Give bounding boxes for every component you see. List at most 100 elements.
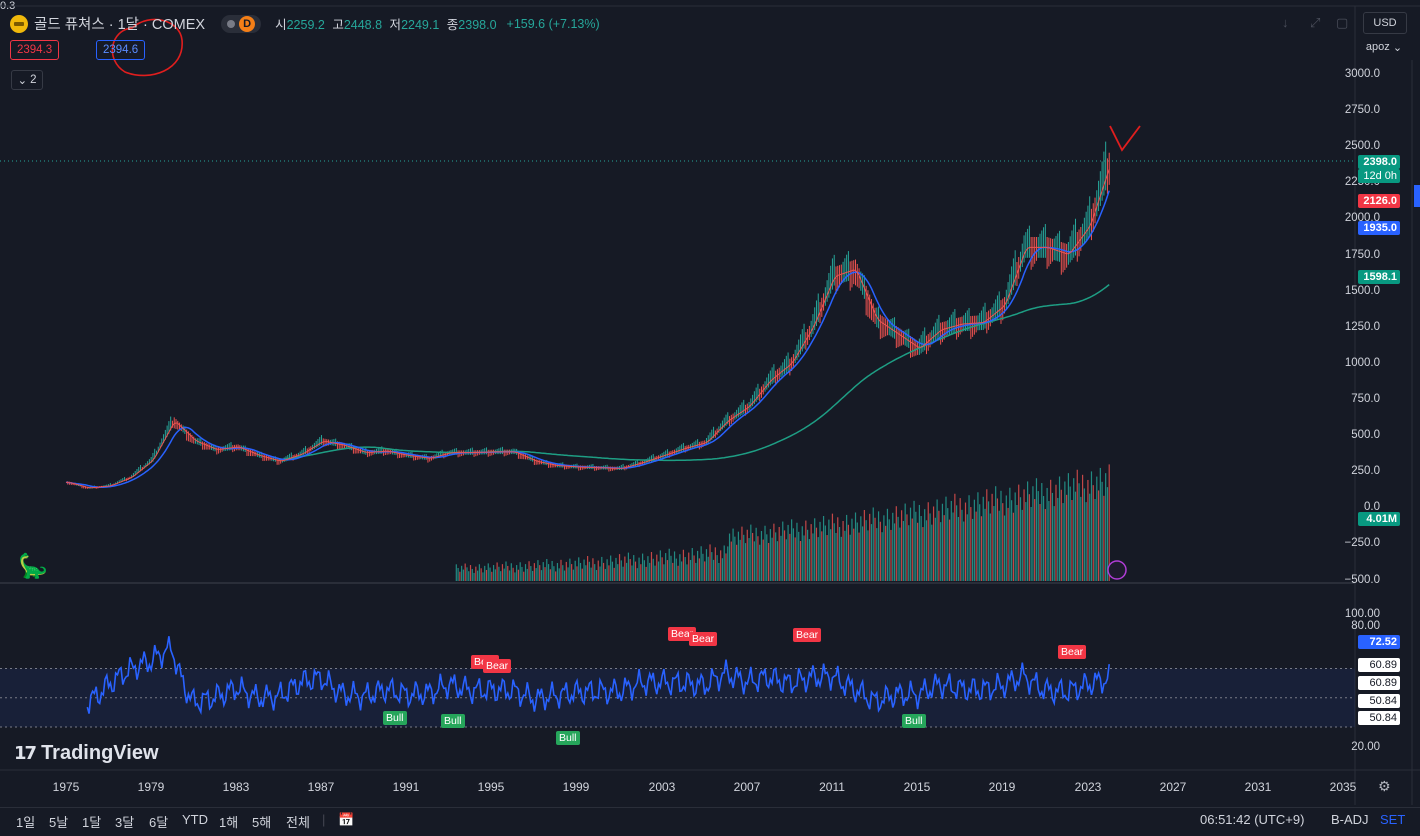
- tradingview-logo[interactable]: 𝟭𝟳 TradingView: [14, 742, 159, 765]
- volume-bar: [785, 539, 787, 581]
- volume-bar: [780, 535, 782, 581]
- volume-bar: [877, 511, 880, 581]
- rsi-level-tag: 60.89: [1358, 658, 1400, 672]
- volume-bar: [1034, 499, 1036, 581]
- volume-bar: [503, 568, 505, 581]
- volume-bar: [462, 569, 465, 581]
- volume-bar: [991, 493, 993, 581]
- settlement-toggle[interactable]: SET: [1380, 812, 1406, 827]
- fullscreen-icon[interactable]: ⤢: [1310, 15, 1321, 30]
- volume-bar: [711, 552, 713, 581]
- arrow-down-icon[interactable]: ↓: [1282, 15, 1289, 30]
- symbol-title[interactable]: 골드 퓨쳐스 · 1달 · COMEX: [34, 17, 206, 33]
- volume-bar: [654, 565, 656, 581]
- volume-bar: [562, 565, 564, 581]
- bull-pattern-label[interactable]: Bull: [902, 714, 926, 728]
- volume-bar: [893, 523, 896, 581]
- tradingview-mark-icon: 𝟭𝟳: [14, 743, 37, 763]
- bid-price-button[interactable]: 2394.3: [10, 40, 60, 60]
- volume-bar: [673, 551, 676, 581]
- volume-bar: [615, 557, 617, 581]
- volume-bar: [675, 558, 677, 581]
- volume-bar: [1080, 496, 1082, 581]
- volume-bar: [787, 524, 789, 581]
- volume-bar: [938, 510, 940, 581]
- adjustment-toggle[interactable]: B-ADJ: [1331, 812, 1369, 827]
- dinosaur-replay-icon[interactable]: 🦕: [18, 553, 48, 580]
- volume-bar: [760, 531, 763, 581]
- volume-bar: [691, 548, 693, 581]
- volume-bar: [709, 544, 711, 581]
- bull-pattern-label[interactable]: Bull: [383, 711, 407, 725]
- volume-bar: [537, 560, 539, 581]
- volume-bar: [599, 566, 601, 581]
- volume-bar: [956, 505, 958, 581]
- bull-pattern-label[interactable]: Bull: [556, 731, 580, 745]
- range-button-ytd[interactable]: YTD: [182, 812, 208, 827]
- volume-bar: [867, 530, 869, 581]
- chevron-down-icon: ⌄: [17, 75, 28, 87]
- volume-bar: [1035, 478, 1038, 581]
- bear-pattern-label[interactable]: Bear: [483, 659, 512, 673]
- volume-bar: [602, 562, 605, 581]
- ohlc-high-label: 고: [332, 18, 344, 32]
- bear-pattern-label[interactable]: Bear: [793, 628, 822, 642]
- volume-bar: [517, 569, 520, 581]
- range-button-all[interactable]: 전체: [286, 815, 310, 830]
- ohlc-low-value: 2249.1: [401, 18, 440, 32]
- volume-bar: [604, 568, 606, 581]
- volume-bar: [592, 558, 594, 581]
- volume-bar: [1055, 484, 1057, 581]
- market-status-pill[interactable]: D: [221, 14, 262, 33]
- volume-bar: [764, 525, 766, 581]
- time-axis-label: 1975: [52, 780, 80, 794]
- volume-bar: [879, 521, 881, 581]
- rsi-current-tag: 72.52: [1358, 635, 1400, 649]
- volume-bar: [459, 571, 461, 581]
- volume-bar: [741, 526, 743, 581]
- currency-select[interactable]: USD: [1363, 12, 1407, 34]
- volume-bar: [700, 546, 702, 581]
- clock-timezone[interactable]: 06:51:42 (UTC+9): [1200, 812, 1305, 827]
- volume-bar: [968, 495, 970, 581]
- volume-bar: [1046, 487, 1048, 581]
- volume-bar: [814, 518, 816, 581]
- volume-bar: [837, 517, 839, 581]
- settings-gear-icon[interactable]: ⚙: [1378, 778, 1391, 794]
- volume-bar: [686, 564, 688, 581]
- price-axis-label: 0.0: [1364, 501, 1380, 513]
- window-icon[interactable]: ▢: [1336, 15, 1349, 30]
- time-axis-label: 2007: [733, 780, 761, 794]
- range-button-1d[interactable]: 1일: [16, 815, 36, 830]
- volume-bar: [876, 528, 878, 581]
- ma-green-tag: 1598.1: [1358, 270, 1400, 284]
- range-button-5y[interactable]: 5해: [252, 815, 272, 830]
- volume-bar: [588, 561, 590, 581]
- indicators-toggle[interactable]: ⌄ 2: [11, 70, 43, 90]
- price-axis-label: −500.0: [1344, 574, 1381, 586]
- account-select[interactable]: apoz ⌄: [1363, 37, 1405, 57]
- volume-bar: [1037, 491, 1039, 581]
- range-button-5d[interactable]: 5날: [49, 815, 69, 830]
- range-button-6m[interactable]: 6달: [149, 815, 169, 830]
- volume-bar: [899, 527, 901, 581]
- volume-bar: [539, 565, 541, 581]
- volume-bar: [936, 499, 938, 581]
- volume-bar: [542, 562, 544, 581]
- lightning-badge: [1107, 560, 1127, 580]
- volume-bar: [1105, 473, 1107, 581]
- volume-bar: [744, 543, 747, 581]
- volume-bar: [478, 564, 480, 581]
- bear-pattern-label[interactable]: Bear: [689, 632, 718, 646]
- volume-bar: [659, 550, 661, 581]
- range-button-1y[interactable]: 1해: [219, 815, 239, 830]
- bull-pattern-label[interactable]: Bull: [441, 714, 465, 728]
- range-button-1m[interactable]: 1달: [82, 815, 102, 830]
- range-button-3m[interactable]: 3달: [115, 815, 135, 830]
- date-range-calendar-icon[interactable]: 📅: [338, 812, 355, 827]
- volume-bar: [505, 561, 507, 581]
- bear-pattern-label[interactable]: Bear: [1058, 645, 1087, 659]
- ask-price-button[interactable]: 2394.6: [96, 40, 146, 60]
- volume-bar: [624, 556, 626, 581]
